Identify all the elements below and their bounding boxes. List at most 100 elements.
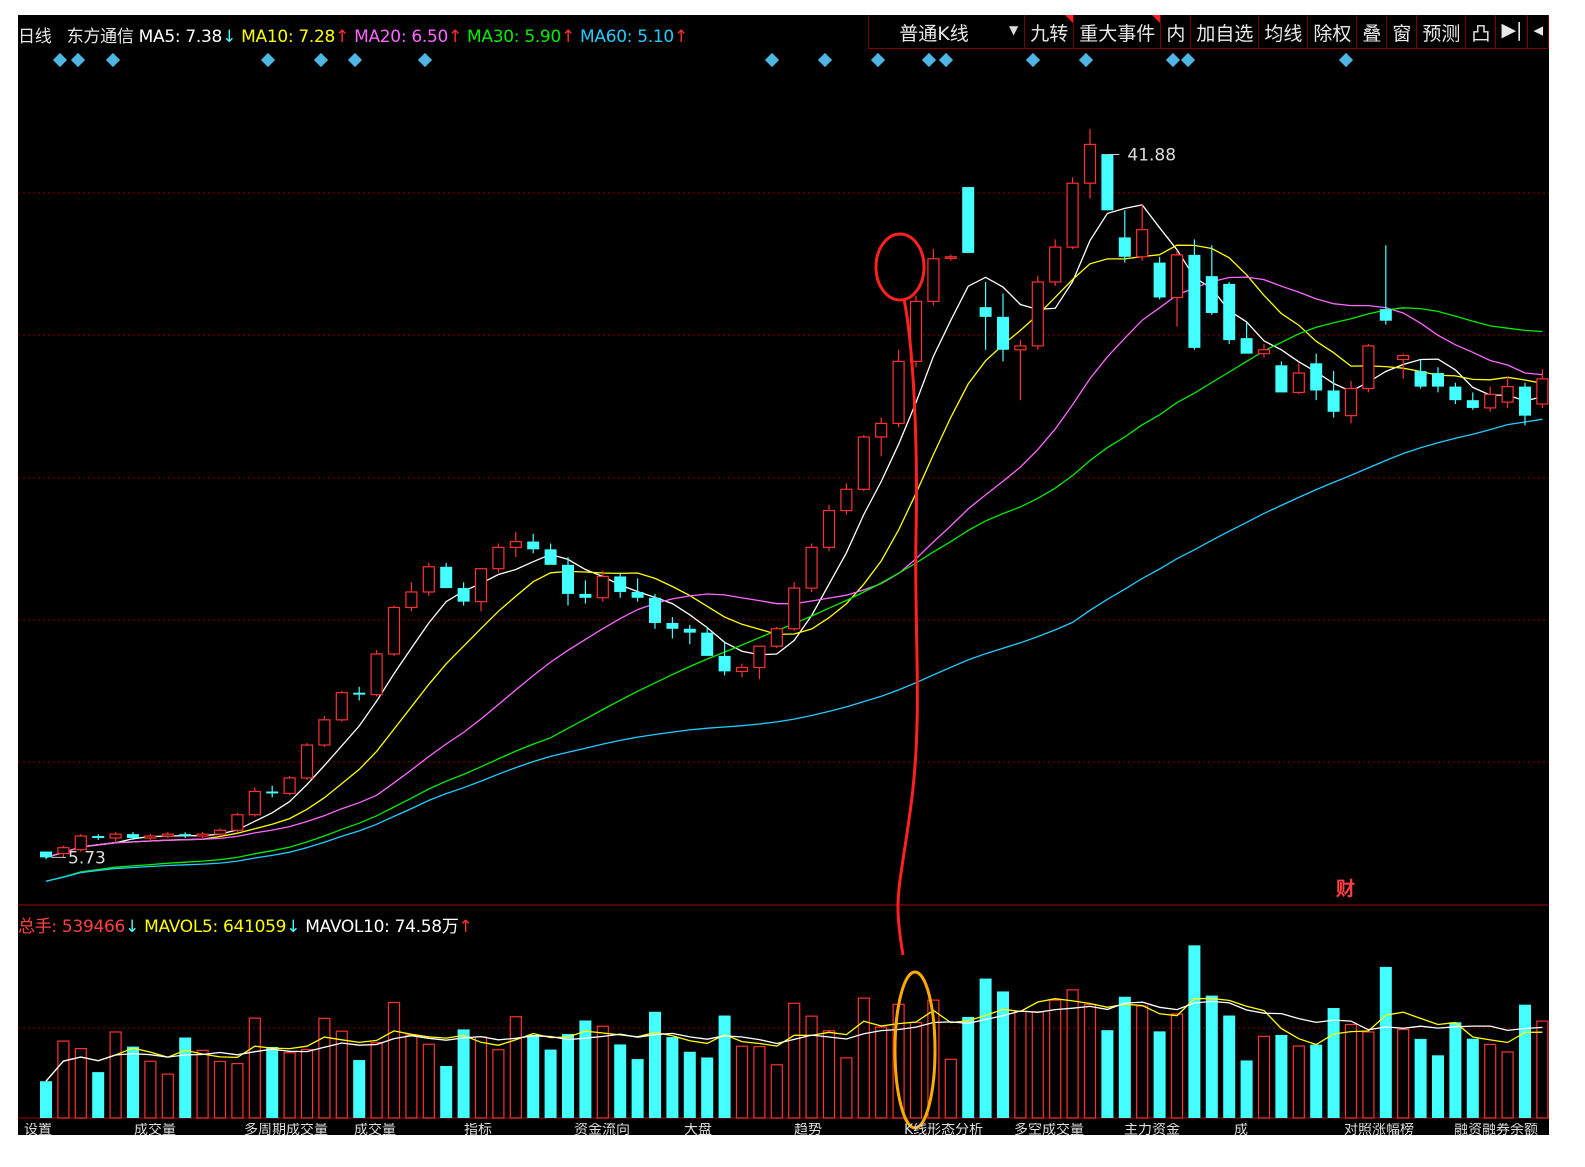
candle-body-up [318,719,331,746]
candle-body-down [1327,390,1340,412]
candle-body-up [875,422,888,438]
volume-bar-up [875,1026,888,1119]
candle-body-down [962,187,975,253]
bottom-tab[interactable]: 融资融券余额 [1454,1123,1538,1135]
candle-body-down [579,593,592,598]
volume-bar-up [387,1001,401,1119]
volume-bar-up [1049,999,1062,1119]
candle-body-down [457,588,470,602]
bottom-tab[interactable]: 成交量 [134,1123,176,1135]
volume-bar-down [683,1051,696,1118]
bottom-tab[interactable]: 大盘 [684,1123,712,1135]
candle-body-up [1066,182,1079,248]
toolbar-button[interactable]: 预测 [1417,15,1467,49]
toolbar-button[interactable]: ◂ [1528,15,1549,49]
toolbar-button[interactable]: 加自选 [1191,15,1260,49]
kline-chart-window[interactable]: 41.88 5.73 财 日线 东方通信 MA5: 7.38↓ MA10: 7.28… [18,15,1549,1135]
toolbar-button[interactable]: 窗 [1387,15,1418,49]
candle-body-down [1118,237,1131,257]
candle-body-down [127,834,139,839]
toolbar-button[interactable]: 叠 [1357,15,1388,49]
toolbar-button[interactable]: 凸 [1466,15,1497,49]
bottom-tab[interactable]: 资金流向 [574,1123,630,1135]
bottom-tab[interactable]: 成 [1234,1123,1248,1135]
volume-bar-down [997,991,1009,1118]
candle-body-down [353,692,366,695]
volume-bar-up [840,1057,853,1119]
candle-body-up [283,777,296,795]
candle-body-down [1379,309,1392,321]
volume-bar-down [40,1081,52,1118]
trend-arrow: ↑ [335,27,349,47]
volume-bar-down [544,1049,557,1118]
candle-body-up [788,587,801,630]
toolbar-button[interactable]: 九转 [1025,15,1075,49]
highlight-oval [893,970,937,1130]
volume-bar-down [1205,995,1218,1118]
bottom-tab[interactable]: K线形态分析 [904,1123,984,1135]
volume-bar-up [231,1063,244,1119]
volume-bar-up [509,1016,522,1119]
toolbar-button[interactable]: 除权 [1308,15,1358,49]
candle-body-up [1484,393,1497,409]
bottom-tab[interactable]: 趋势 [794,1123,822,1135]
candle-body-up [144,835,157,839]
candle-body-down [440,566,453,589]
ma-legend-item: MA30: 5.90 [461,27,561,47]
volume-bar-up [805,1015,818,1119]
kline-type-select[interactable]: 普通K线 ▼ [869,15,1026,49]
candle-body-up [1362,345,1375,390]
candle-body-up [300,744,314,779]
event-marker [347,52,363,68]
bottom-tab[interactable]: 对照涨幅榜 [1344,1123,1414,1135]
volume-bar-down [1118,996,1131,1118]
chart-canvas[interactable]: 41.88 5.73 财 [18,15,1549,1135]
volume-bar-up [735,1045,749,1119]
ma-items: MA5: 7.38↓ MA10: 7.28↑ MA20: 6.50↑ MA30:… [139,27,689,47]
event-marker [417,52,433,68]
toolbar-button[interactable]: 内 [1161,15,1192,49]
candle-body-up [735,666,749,672]
volume-bar-down [92,1072,105,1118]
volume-bar-up [57,1040,70,1119]
candle-body-down [92,836,105,839]
toolbar-button[interactable]: 均线 [1259,15,1309,49]
candle-body-down [1188,254,1201,348]
period-label: 日线 [18,27,52,47]
volume-bar-up [1536,1020,1549,1119]
bottom-tab[interactable]: 多空成交量 [1014,1123,1084,1135]
volume-bar-down [179,1037,192,1118]
candle-body-up [1136,229,1149,258]
bottom-tab[interactable]: 多周期成交量 [244,1123,328,1135]
trend-arrow: ↑ [458,917,473,937]
bottom-tab[interactable]: 设置 [24,1123,52,1135]
bottom-tab[interactable]: 主力资金 [1124,1123,1180,1135]
volume-bar-down [562,1033,574,1118]
toolbar-button[interactable]: 重大事件 [1074,15,1162,49]
candle-body-up [509,540,522,549]
ma-legend-item: MA60: 5.10 [574,27,674,47]
candle-body-up [231,814,244,831]
volume-bar-up [405,1034,418,1119]
volume-bar-up [1362,1031,1375,1119]
trend-arrow: ↓ [222,27,237,47]
volume-bar-up [144,1060,157,1119]
candle-body-up [1049,246,1062,283]
candle-body-down [614,576,627,592]
candle-body-down [544,549,557,565]
candle-body-up [1501,386,1514,403]
ma60-line [45,418,1543,882]
finance-badge: 财 [1336,877,1355,900]
volume-bar-down [1379,966,1392,1118]
candle-body-up [1014,345,1027,351]
candle-body-up [1344,387,1358,417]
volume-bar-down [1310,1044,1323,1118]
event-marker [52,52,68,68]
bottom-tab[interactable]: 指标 [464,1123,492,1135]
toolbar-button[interactable]: ▶| [1496,15,1529,49]
candle-body-up [196,833,209,837]
candle-body-up [1170,254,1184,299]
bottom-tab[interactable]: 成交量 [354,1123,396,1135]
candle-body-up [805,546,818,589]
ma10-line [45,244,1543,859]
